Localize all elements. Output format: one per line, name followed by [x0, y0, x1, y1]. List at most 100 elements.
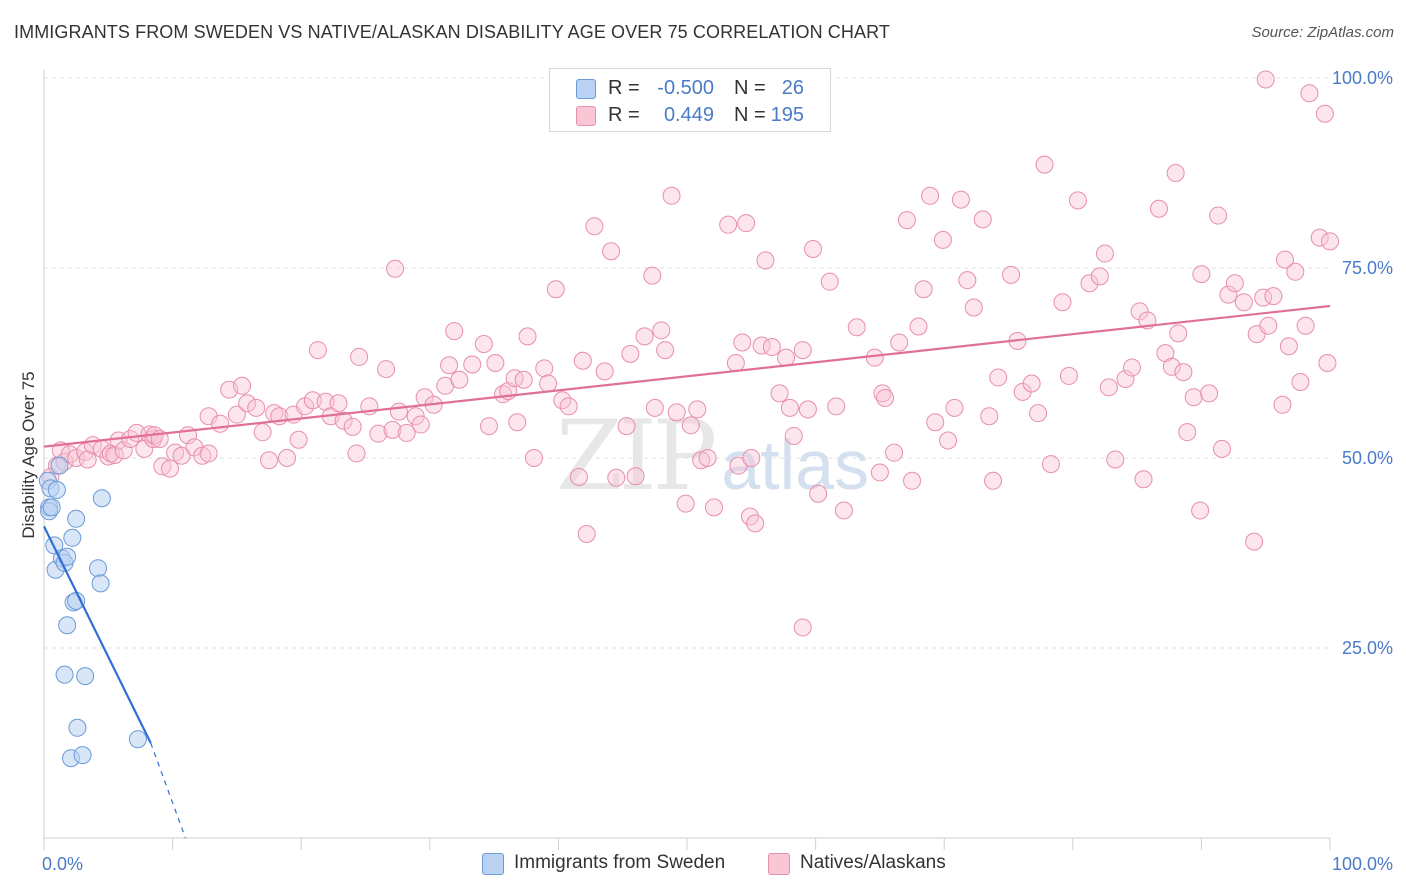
data-point-natives [1273, 395, 1292, 414]
data-point-natives [411, 415, 430, 434]
bottom-legend-swatch-blue [482, 853, 504, 875]
data-point-natives [1134, 470, 1153, 489]
data-point-natives [865, 348, 884, 367]
data-point-natives [617, 417, 636, 436]
data-point-natives [1080, 274, 1099, 293]
data-point-natives [135, 439, 154, 458]
legend-r-label: R = [608, 77, 640, 99]
data-point-natives [1029, 404, 1048, 423]
data-point-natives [909, 317, 928, 336]
data-point-natives [804, 240, 823, 258]
data-point-natives [1225, 274, 1244, 293]
data-point-natives [1279, 337, 1298, 356]
data-point-natives [1068, 191, 1087, 210]
data-point-natives [1296, 316, 1315, 335]
data-point-natives [479, 417, 498, 436]
data-point-natives [585, 217, 604, 236]
bottom-legend-label: Immigrants from Sweden [514, 852, 726, 873]
data-point-natives [1291, 373, 1310, 391]
data-point-natives [514, 370, 533, 389]
data-point-natives [667, 403, 686, 422]
data-point-natives [834, 501, 853, 520]
data-point-natives [903, 471, 922, 490]
data-point-natives [233, 376, 252, 395]
data-point-natives [99, 447, 118, 466]
data-point-natives [890, 333, 909, 352]
legend-n-value: 195 [770, 104, 804, 126]
data-point-sweden [76, 667, 95, 686]
data-point-natives [1149, 199, 1168, 218]
data-point-natives [1212, 439, 1231, 458]
data-point-natives [569, 468, 588, 486]
data-point-natives [397, 423, 416, 442]
data-point-natives [1178, 423, 1197, 442]
legend-r-value: 0.449 [663, 104, 714, 126]
data-point-natives [939, 431, 958, 450]
data-point-natives [1256, 70, 1275, 89]
data-point-natives [334, 411, 353, 430]
data-point-natives [784, 426, 803, 445]
data-point-natives [726, 354, 745, 372]
data-point-sweden [42, 498, 61, 517]
data-point-sweden [63, 528, 82, 547]
bottom-legend-swatch-pink [768, 853, 790, 875]
data-point-sweden [47, 480, 66, 499]
data-point-natives [1310, 228, 1329, 247]
data-point-natives [546, 280, 565, 299]
data-point-natives [1174, 363, 1193, 382]
data-point-natives [1099, 378, 1118, 397]
data-point-natives [756, 251, 775, 270]
data-point-natives [652, 321, 671, 340]
data-point-natives [577, 525, 596, 543]
data-point-natives [973, 210, 992, 229]
data-point-natives [1219, 285, 1238, 304]
data-point-natives [1259, 316, 1278, 335]
data-point-natives [705, 498, 724, 517]
data-point-natives [1035, 155, 1054, 174]
data-point-natives [172, 446, 191, 465]
data-point-natives [798, 400, 817, 419]
data-point-natives [1245, 532, 1264, 551]
data-point-natives [958, 271, 977, 290]
data-point-natives [885, 443, 904, 462]
data-point-natives [1192, 265, 1211, 284]
data-point-natives [494, 385, 513, 404]
y-axis-label: Disability Age Over 75 [19, 371, 38, 538]
data-point-natives [921, 186, 940, 205]
data-point-natives [524, 449, 543, 467]
data-point-natives [114, 441, 133, 460]
data-point-natives [676, 494, 695, 513]
y-tick-label: 75.0% [1342, 258, 1393, 278]
data-point-natives [316, 392, 335, 411]
x-tick-labels: 0.0% 100.0% [42, 854, 1393, 874]
data-point-natives [793, 341, 812, 360]
data-point-natives [1234, 293, 1253, 312]
data-point-natives [508, 413, 527, 432]
bottom-legend-label: Natives/Alaskans [800, 852, 946, 873]
data-point-natives [980, 407, 999, 426]
data-point-natives [1095, 244, 1114, 263]
data-point-natives [253, 423, 272, 442]
data-point-natives [109, 431, 128, 450]
data-point-natives [369, 424, 388, 443]
data-point-natives [260, 451, 279, 470]
data-point-natives [1022, 374, 1041, 393]
y-tick-label: 50.0% [1342, 448, 1393, 468]
data-point-natives [607, 468, 626, 487]
x-tick-label: 100.0% [1332, 854, 1393, 874]
data-point-natives [211, 414, 230, 433]
data-point-natives [67, 449, 86, 467]
data-point-natives [1315, 104, 1334, 123]
data-point-natives [386, 259, 405, 278]
data-point-natives [595, 362, 614, 381]
y-tick-label: 25.0% [1342, 638, 1393, 658]
data-point-natives [1116, 369, 1135, 388]
data-point-natives [559, 397, 578, 416]
data-point-natives [1286, 262, 1305, 281]
data-point-natives [1059, 366, 1078, 385]
data-point-natives [964, 298, 983, 317]
data-point-natives [777, 348, 796, 367]
trend-lines [43, 304, 1331, 839]
data-point-natives [827, 397, 846, 416]
data-point-natives [1300, 84, 1319, 103]
